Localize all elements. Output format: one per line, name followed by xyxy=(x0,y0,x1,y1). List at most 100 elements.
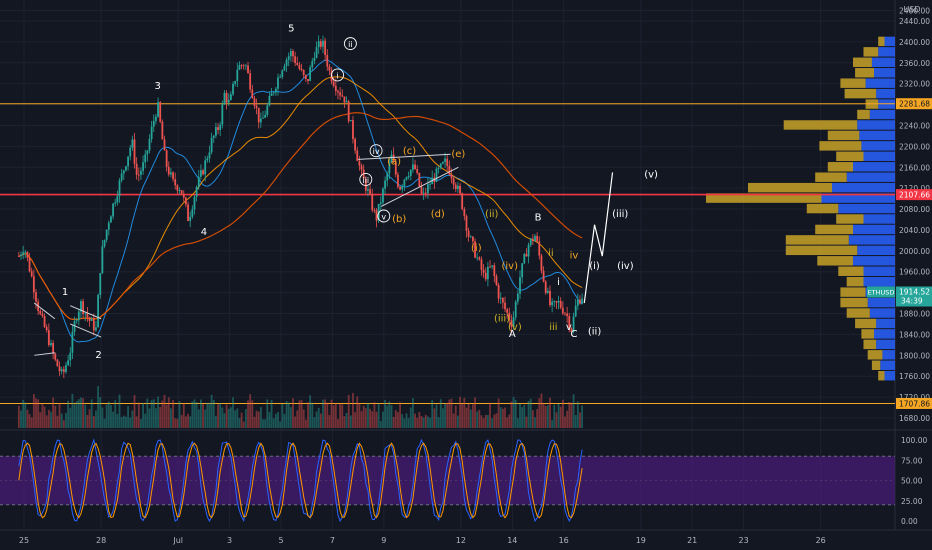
volume-bar xyxy=(157,396,159,428)
wave-label-small-iv: iv xyxy=(570,251,579,262)
candle-body xyxy=(435,168,438,182)
volume-bar xyxy=(459,396,461,428)
volume-bar xyxy=(204,409,207,428)
volume-profile-bar xyxy=(838,203,895,214)
volume-bar xyxy=(131,410,134,428)
volume-profile-bar xyxy=(819,141,862,151)
volume-bar xyxy=(461,404,464,428)
volume-bar xyxy=(249,394,252,428)
volume-profile-bar xyxy=(857,120,895,130)
volume-bar xyxy=(435,404,438,428)
volume-bar xyxy=(189,416,192,428)
candle-body xyxy=(193,196,196,210)
horizontal-levels xyxy=(0,103,895,404)
wave-label-a: A xyxy=(509,329,516,340)
candle-body xyxy=(262,117,264,119)
volume-bar xyxy=(69,407,72,428)
volume-bar xyxy=(88,409,91,428)
candle-body xyxy=(232,83,234,95)
volume-bar xyxy=(392,416,395,428)
volume-bar xyxy=(238,417,241,428)
candle-body xyxy=(375,210,378,221)
candle-body xyxy=(442,162,444,164)
candle-body xyxy=(97,294,100,328)
price-tick-label: 2440.00 xyxy=(899,17,930,26)
volume-profile-bar xyxy=(882,350,895,360)
wave-label-paren-i: (i) xyxy=(589,261,600,272)
volume-profile-bar xyxy=(783,120,858,130)
wave-label-circled-ii: ii xyxy=(348,40,352,49)
candle-body xyxy=(495,276,498,285)
volume-bar xyxy=(403,418,406,428)
candle-body xyxy=(559,301,562,308)
time-axis[interactable]: 25 28 Jul 3 5 7 9 12 14 16 19 21 23 26 xyxy=(0,529,932,545)
candle-body xyxy=(504,302,506,310)
volume-bar xyxy=(379,421,382,428)
volume-bar xyxy=(52,397,55,428)
candle-body xyxy=(358,160,361,166)
oscillator-tick-label: 100.00 xyxy=(901,436,927,445)
candle-body xyxy=(499,298,502,299)
candle-body xyxy=(255,105,258,108)
volume-bar xyxy=(251,400,254,428)
volume-bar xyxy=(538,398,541,428)
volume-bar xyxy=(322,399,324,428)
volume-bar xyxy=(572,394,575,428)
volume-bar xyxy=(345,412,348,428)
candle-body xyxy=(58,366,61,372)
price-tick-label: 1800.00 xyxy=(899,351,930,360)
candle-body xyxy=(146,150,149,155)
candle-body xyxy=(189,216,192,221)
volume-profile-bar xyxy=(815,172,847,182)
candle-body xyxy=(508,312,511,321)
volume-bar xyxy=(174,418,177,428)
volume-bar xyxy=(382,411,384,428)
wave-label-a-sub: (a) xyxy=(387,157,401,168)
candle-body xyxy=(118,180,121,197)
candle-body xyxy=(32,276,35,293)
candle-body xyxy=(152,120,155,127)
wave-label-c: C xyxy=(570,329,577,340)
candle-body xyxy=(452,178,455,185)
wave-projection-path xyxy=(583,172,614,304)
volume-profile-bar xyxy=(859,130,895,141)
time-tick-label: 21 xyxy=(687,536,697,545)
volume-bar xyxy=(531,410,534,428)
volume-bar xyxy=(409,407,412,428)
volume-bar xyxy=(167,397,170,428)
volume-bar xyxy=(50,411,52,428)
candle-body xyxy=(20,254,22,257)
candle-body xyxy=(371,193,374,211)
candle-body xyxy=(17,256,20,257)
candle-body xyxy=(471,236,474,242)
grid xyxy=(0,0,932,530)
volume-bar xyxy=(534,417,536,428)
volume-bar xyxy=(454,405,457,428)
volume-bar xyxy=(234,410,237,428)
candle-body xyxy=(373,210,376,211)
candle-body xyxy=(69,352,72,361)
volume-bar xyxy=(354,412,357,428)
volume-bar xyxy=(281,403,284,428)
candle-body xyxy=(30,271,33,277)
candle-body xyxy=(65,365,67,372)
candle-body xyxy=(103,239,106,247)
candle-body xyxy=(386,173,389,181)
wave-label-olive-iii: (iii) xyxy=(494,313,510,324)
candle-body xyxy=(482,269,485,273)
candle-body xyxy=(390,154,393,163)
volume-bar xyxy=(450,398,453,428)
candle-body xyxy=(525,254,528,257)
wave-label-e-sub: (e) xyxy=(451,149,465,160)
volume-bar xyxy=(304,419,307,428)
candle-body xyxy=(401,185,404,190)
volume-bar xyxy=(508,414,511,428)
volume-bar xyxy=(564,416,566,428)
candle-body xyxy=(403,179,406,186)
time-tick-label: 7 xyxy=(330,536,335,545)
volume-bar xyxy=(67,400,70,428)
volume-bar xyxy=(463,397,466,428)
volume-bar xyxy=(90,399,93,428)
